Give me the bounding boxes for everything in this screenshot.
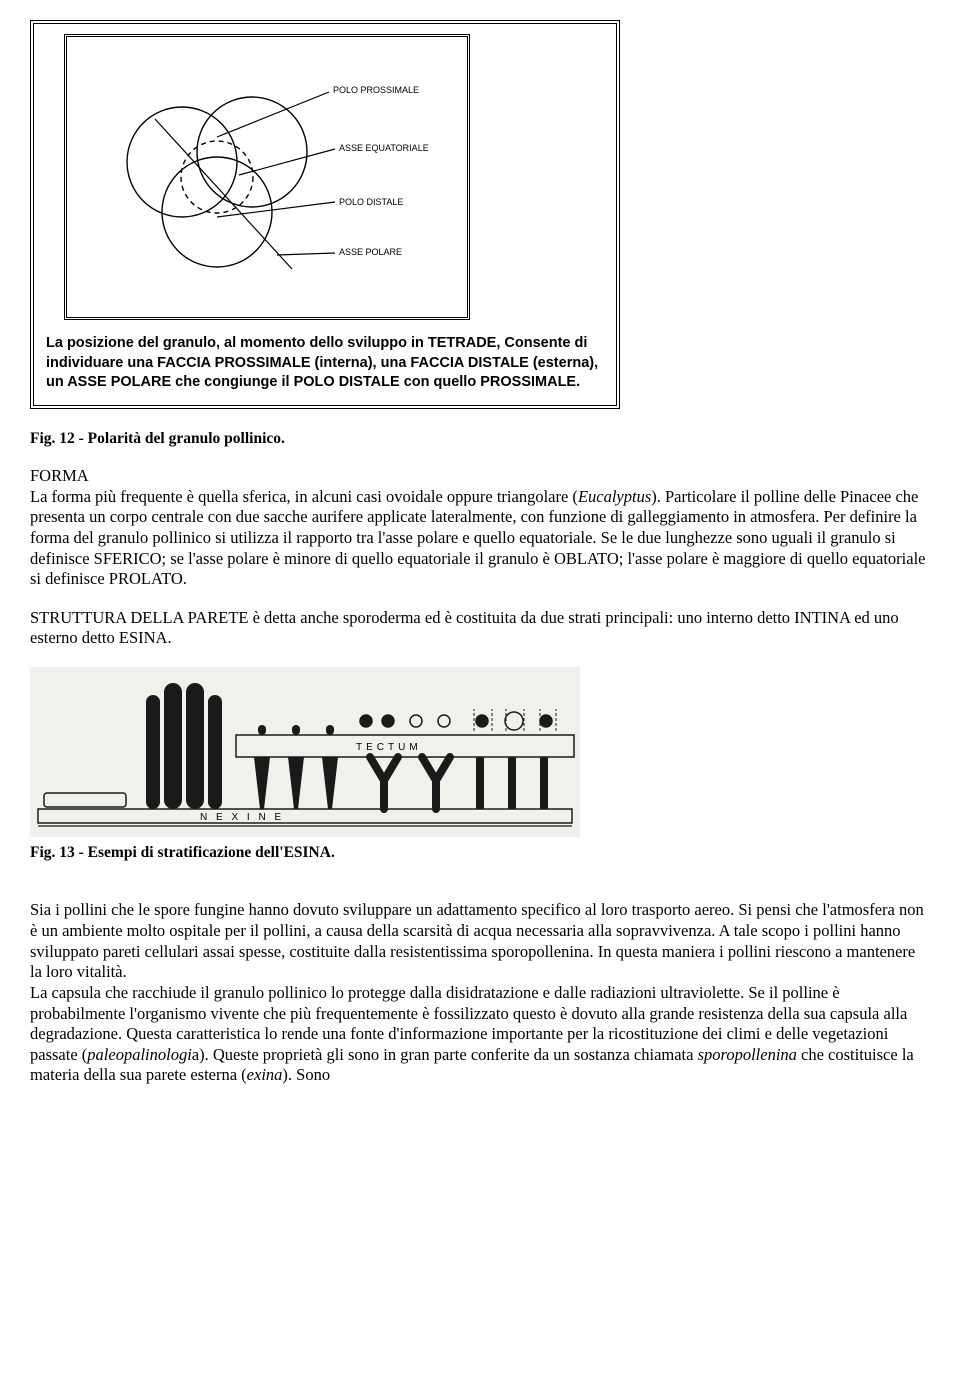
final-italic2: sporopollenina — [698, 1045, 797, 1064]
final-p1b-after2: ). Sono — [282, 1065, 330, 1084]
final-p1a: Sia i pollini che le spore fungine hanno… — [30, 900, 924, 981]
forma-paragraph: FORMA La forma più frequente è quella sf… — [30, 466, 930, 590]
fig13-diagram: N E X I N E TECTUM — [30, 667, 580, 837]
final-p1b-mid: a). Queste proprietà gli sono in gran pa… — [192, 1045, 698, 1064]
fig12-caption: Fig. 12 - Polarità del granulo pollinico… — [30, 429, 930, 448]
svg-text:ASSE EQUATORIALE: ASSE EQUATORIALE — [339, 143, 429, 153]
forma-italic: Eucalyptus — [578, 487, 651, 506]
final-paragraph: Sia i pollini che le spore fungine hanno… — [30, 900, 930, 1086]
svg-text:TECTUM: TECTUM — [356, 742, 422, 753]
fig12-box: POLO PROSSIMALE ASSE EQUATORIALE POLO DIST… — [30, 20, 620, 409]
struttura-paragraph: STRUTTURA DELLA PARETE è detta anche spo… — [30, 608, 930, 649]
fig12-diagram: POLO PROSSIMALE ASSE EQUATORIALE POLO DIST… — [64, 34, 470, 320]
svg-text:POLO DISTALE: POLO DISTALE — [339, 197, 403, 207]
svg-text:N E X I N E: N E X I N E — [200, 812, 284, 823]
svg-text:POLO PROSSIMALE: POLO PROSSIMALE — [333, 85, 419, 95]
final-italic3: exina — [247, 1065, 283, 1084]
esina-svg: N E X I N E TECTUM — [30, 667, 580, 837]
fig13-caption: Fig. 13 - Esempi di stratificazione dell… — [30, 843, 930, 862]
final-italic1: paleopalinologi — [87, 1045, 192, 1064]
forma-heading: FORMA — [30, 466, 89, 485]
fig12-box-caption: La posizione del granulo, al momento del… — [40, 334, 610, 399]
forma-text-a: La forma più frequente è quella sferica,… — [30, 487, 578, 506]
tetrade-diagram-svg: POLO PROSSIMALE ASSE EQUATORIALE POLO DIST… — [67, 37, 467, 317]
svg-text:ASSE POLARE: ASSE POLARE — [339, 247, 402, 257]
